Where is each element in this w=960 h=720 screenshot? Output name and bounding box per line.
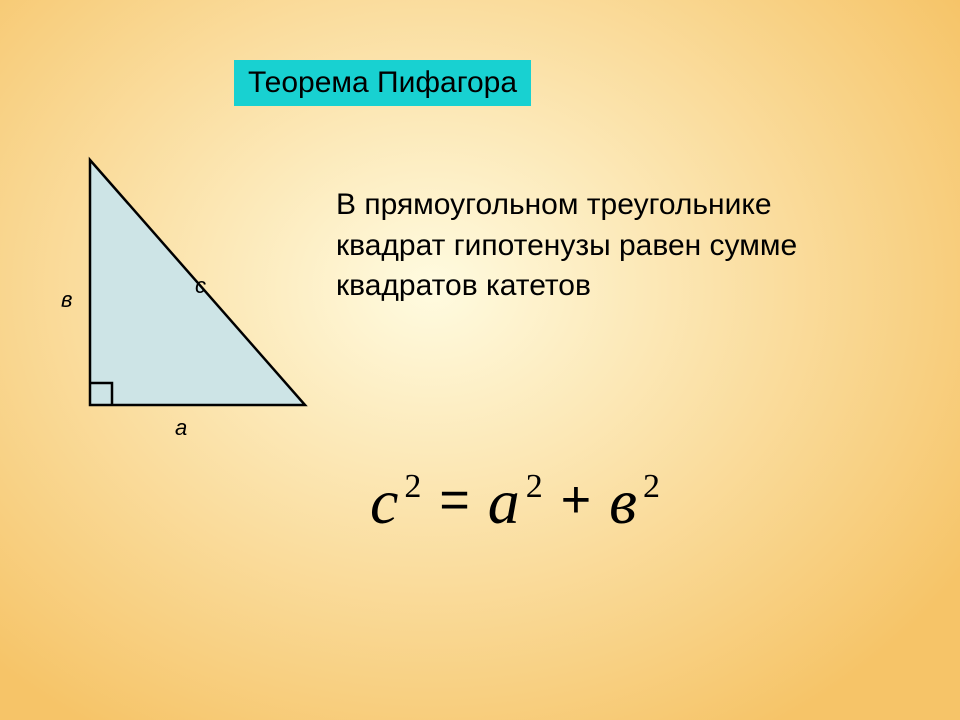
formula-equals: = xyxy=(439,474,469,526)
formula-exp-c: 2 xyxy=(404,468,421,506)
formula: с 2 = а 2 + в 2 xyxy=(370,470,660,534)
formula-c: с xyxy=(370,470,398,534)
triangle-svg xyxy=(55,155,310,435)
title-box: Теорема Пифагора xyxy=(234,60,531,106)
formula-b: в xyxy=(609,470,637,534)
formula-plus: + xyxy=(561,474,591,526)
formula-exp-a: 2 xyxy=(526,468,543,506)
side-label-c: с xyxy=(195,273,206,299)
side-label-a: а xyxy=(175,415,187,441)
side-label-b: в xyxy=(61,287,72,313)
theorem-text: В прямоугольном треугольнике квадрат гип… xyxy=(336,185,856,307)
formula-a: а xyxy=(488,470,520,534)
triangle: а в с xyxy=(55,155,310,435)
title-text: Теорема Пифагора xyxy=(248,66,517,99)
slide: Теорема Пифагора В прямоугольном треугол… xyxy=(0,0,960,720)
formula-exp-b: 2 xyxy=(643,468,660,506)
